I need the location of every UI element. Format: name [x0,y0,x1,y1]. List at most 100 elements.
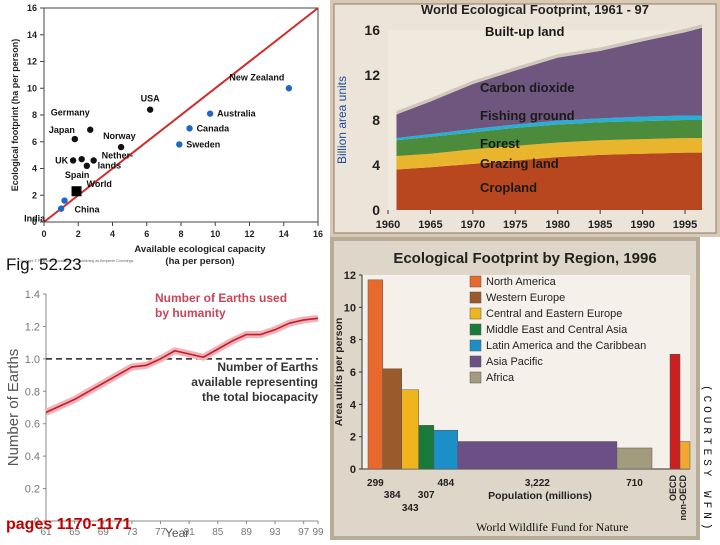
scatter-point-label: Australia [217,109,257,119]
scatter-x-tick-label: 0 [41,229,46,239]
area-series-label: Fishing ground [480,108,575,123]
scatter-y-tick-label: 4 [32,164,37,174]
line-x-tick-label: 97 [298,527,310,538]
bar-oecd [669,353,681,470]
bar-extra-label: non-OECD [678,475,688,521]
area-x-tick-label: 1970 [461,219,485,231]
area-series-label: Built-up land [485,24,564,39]
scatter-y-tick-label: 8 [32,110,37,120]
line-y-tick-label: 0.2 [25,484,40,496]
line-x-tick-label: 93 [269,527,281,538]
scatter-x-tick-label: 4 [110,229,115,239]
legend-swatch [469,355,482,368]
line-annotation-used-1: Number of Earths used [155,291,287,305]
scatter-point-label: UK [55,155,68,165]
bars-x-axis-label: Population (millions) [488,490,592,502]
line-y-tick-label: 1.0 [25,354,40,366]
scatter-point-label: New Zealand [229,72,284,82]
scatter-reference-line [43,7,319,223]
scatter-x-tick-label: 6 [144,229,149,239]
scatter-y-tick-label: 16 [27,3,37,13]
line-x-tick-label: 77 [155,527,167,538]
bar-asia-pacific [457,441,618,470]
scatter-panel: 0 2 4 6 8 10 12 14 16 0 2 4 6 8 10 12 14 16 Ecological foo… [0,0,330,275]
line-y-tick-label: 0.6 [25,419,40,431]
line-x-tick-label: 69 [98,527,110,538]
scatter-point [186,125,193,132]
bar-africa [616,447,653,470]
legend-swatch [469,323,482,336]
bar-population-label: 484 [437,478,454,489]
bars-y-tick-label: 0 [350,464,356,476]
bar-population-label: 307 [418,490,435,501]
legend-swatch [469,371,482,384]
legend-label: Asia Pacific [486,356,543,368]
scatter-point-label: Nether- [102,150,134,160]
scatter-y-tick-label: 6 [32,137,37,147]
earths-line-chart: 0 0.2 0.4 0.6 0.8 1.0 1.2 1.4 61 65 69 73 77 81 85 89 93… [0,280,330,540]
earths-panel: 0 0.2 0.4 0.6 0.8 1.0 1.2 1.4 61 65 69 73 77 81 85 89 93… [0,280,330,540]
scatter-x-tick-label: 12 [244,229,254,239]
area-y-tick-label: 0 [372,202,380,218]
line-y-tick-label: 0.4 [25,451,40,463]
area-y-tick-label: 4 [372,157,380,173]
line-series-used [45,317,319,414]
legend-label: Africa [486,372,515,384]
legend-label: Latin America and the Caribbean [486,340,646,352]
scatter-y-tick-label: 12 [27,57,37,67]
scatter-x-axis-label: Available ecological capacity [134,244,266,255]
scatter-point [87,126,94,133]
area-series-label: Cropland [480,180,537,195]
scatter-point [90,157,97,164]
bar-central-and-eastern-europe [401,389,419,470]
bar-extra-label: OECD [668,475,678,502]
bars-y-tick-label: 10 [344,302,356,314]
area-x-tick-label: 1960 [376,219,400,231]
area-chart: World Ecological Footprint, 1961 - 97 Cro… [330,0,720,237]
scatter-x-tick-label: 10 [210,229,220,239]
scatter-copyright: Copyright © Pearson Education, Inc., pub… [18,259,134,263]
area-x-tick-label: 1965 [418,219,442,231]
scatter-x-tick-label: 8 [178,229,183,239]
scatter-point-label: USA [141,94,161,104]
line-annotation-used-2: by humanity [155,306,226,320]
scatter-y-tick-label: 10 [27,83,37,93]
scatter-point [206,110,214,117]
region-panel: Ecological Footprint by Region, 1996 0 2 4 6… [330,237,700,540]
bar-population-label: 3,222 [525,478,550,489]
legend-label: Central and Eastern Europe [486,308,622,320]
line-y-tick-label: 1.2 [25,321,40,333]
region-bar-chart: Ecological Footprint by Region, 1996 0 2 4 6… [330,237,700,540]
area-x-tick-label: 1975 [503,219,527,231]
bars-y-tick-label: 4 [350,399,357,411]
area-y-tick-label: 12 [364,67,380,83]
line-annotation-available-3: the total biocapacity [202,390,318,404]
scatter-x-tick-label: 14 [279,229,289,239]
area-y-axis-label: Billion area units [335,76,349,164]
line-x-tick-label: 99 [312,527,324,538]
scatter-point-label: China [75,205,101,215]
figure-label: Fig. 52.23 [6,255,82,274]
scatter-point-label: Canada [197,123,231,133]
scatter-point-world [71,186,82,197]
bars-y-tick-label: 6 [350,367,356,379]
area-series-label: Grazing land [480,156,559,171]
area-series-fishing-ground [396,115,702,141]
legend-swatch [469,307,482,320]
area-title: World Ecological Footprint, 1961 - 97 [421,2,649,17]
bar-north-america [367,279,384,470]
credit-label: World Wildlife Fund for Nature [476,520,629,534]
area-series-grazing-land [396,138,702,170]
courtesy-text: (COURTESY WFN) [700,385,712,534]
scatter-x-tick-label: 2 [76,229,81,239]
area-y-tick-label: 16 [364,22,380,38]
area-series-carbon-dioxide [396,27,702,138]
scatter-point [61,197,68,204]
area-x-tick-label: 1995 [673,219,697,231]
line-y-tick-label: 0 [34,516,40,528]
bar-population-label: 384 [384,490,401,501]
scatter-x-tick-label: 16 [313,229,323,239]
scatter-point-label: Japan [49,125,75,135]
scatter-point-label: Sweden [186,139,220,149]
scatter-x-axis-label-unit: (ha per person) [165,256,234,267]
